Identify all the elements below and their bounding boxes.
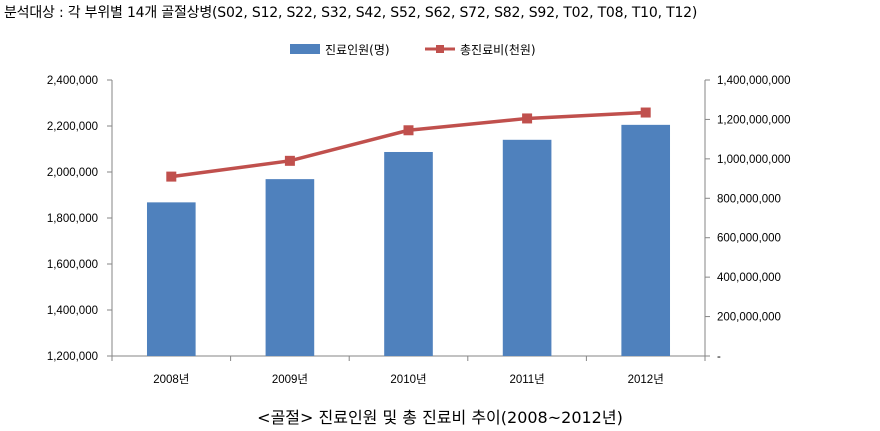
chart-caption: <골절> 진료인원 및 총 진료비 추이(2008~2012년) xyxy=(257,408,623,427)
left-tick-label: 2,400,000 xyxy=(47,75,98,87)
legend: 진료인원(명) 총진료비(천원) xyxy=(290,42,536,57)
right-tick-label: 1,200,000,000 xyxy=(717,114,791,126)
x-tick-label: 2012년 xyxy=(628,373,664,386)
right-tick-label: 200,000,000 xyxy=(717,312,781,324)
legend-line-label: 총진료비(천원) xyxy=(460,42,536,57)
line-point xyxy=(522,113,533,124)
line-point xyxy=(403,125,414,136)
bar xyxy=(621,124,671,356)
legend-bar-swatch xyxy=(290,44,320,54)
legend-line-marker xyxy=(436,45,444,53)
left-tick-label: 2,200,000 xyxy=(47,121,98,133)
combo-chart: 진료인원(명) 총진료비(천원) 1,200,000 1,400,000 1,600… xyxy=(47,42,791,386)
right-y-ticks: - 200,000,000 400,000,000 600,000,000 800,00… xyxy=(705,75,791,363)
left-tick-label: 1,200,000 xyxy=(47,351,98,363)
legend-bar-label: 진료인원(명) xyxy=(325,43,390,57)
left-tick-label: 2,000,000 xyxy=(47,167,98,179)
right-tick-label: 1,000,000,000 xyxy=(717,154,791,166)
line-point xyxy=(640,107,651,118)
left-tick-label: 1,600,000 xyxy=(47,259,98,271)
right-tick-label: 600,000,000 xyxy=(717,233,781,245)
x-ticks: 2008년 2009년 2010년 2011년 2012년 xyxy=(111,356,706,386)
x-tick-label: 2009년 xyxy=(272,373,308,386)
right-tick-label: 1,400,000,000 xyxy=(717,75,791,87)
bar xyxy=(146,202,196,356)
analysis-scope-note: 분석대상 : 각 부위별 14개 골절상병(S02, S12, S22, S32… xyxy=(4,5,698,21)
bar-series xyxy=(146,124,671,356)
left-y-ticks: 1,200,000 1,400,000 1,600,000 1,800,000 2,00… xyxy=(47,75,112,363)
bar xyxy=(502,139,552,356)
right-tick-label: 400,000,000 xyxy=(717,272,781,284)
x-tick-label: 2010년 xyxy=(390,373,426,386)
left-tick-label: 1,800,000 xyxy=(47,213,98,225)
right-tick-label: - xyxy=(717,351,721,363)
bar xyxy=(265,179,315,356)
bar xyxy=(384,151,433,356)
right-tick-label: 800,000,000 xyxy=(717,193,781,205)
line-point xyxy=(284,155,295,166)
x-tick-label: 2008년 xyxy=(153,373,189,386)
line-series xyxy=(166,107,651,182)
line-point xyxy=(166,171,177,182)
left-tick-label: 1,400,000 xyxy=(47,305,98,317)
x-tick-label: 2011년 xyxy=(509,373,544,386)
